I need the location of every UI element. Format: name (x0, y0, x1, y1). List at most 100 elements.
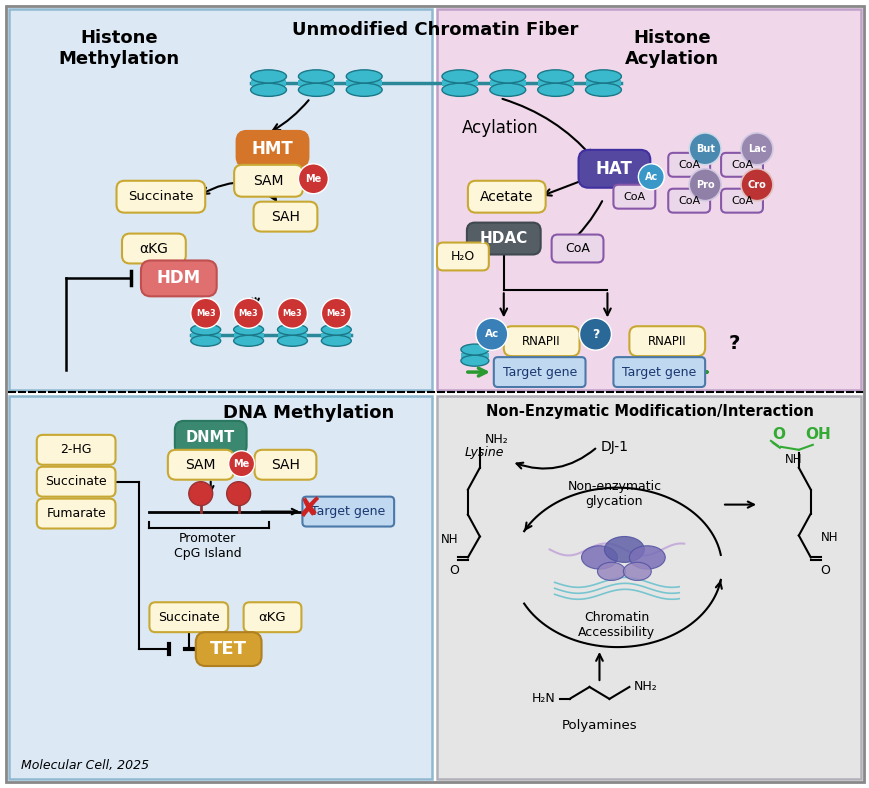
Bar (250, 80, 286, 86)
Ellipse shape (537, 84, 573, 96)
Text: αKG: αKG (258, 611, 286, 624)
Text: H₂O: H₂O (450, 250, 474, 263)
Ellipse shape (580, 546, 617, 569)
Text: NH₂: NH₂ (484, 433, 508, 446)
Text: SAM: SAM (185, 458, 216, 472)
Bar (585, 80, 620, 86)
Circle shape (227, 481, 250, 506)
Text: Succinate: Succinate (158, 611, 219, 624)
Ellipse shape (585, 70, 620, 83)
Text: Histone
Methylation: Histone Methylation (58, 29, 179, 68)
Ellipse shape (234, 324, 263, 335)
Text: CoA: CoA (677, 195, 700, 206)
Text: Pro: Pro (695, 180, 713, 190)
Text: Me: Me (305, 174, 322, 184)
FancyBboxPatch shape (667, 189, 709, 213)
Text: CoA: CoA (565, 242, 589, 255)
Text: NH₂: NH₂ (633, 681, 656, 693)
Text: Target gene: Target gene (621, 366, 695, 378)
Bar (234, 333, 263, 337)
Text: DNA Methylation: DNA Methylation (222, 404, 394, 422)
FancyBboxPatch shape (302, 496, 394, 526)
FancyBboxPatch shape (494, 357, 585, 387)
Text: Unmodified Chromatin Fiber: Unmodified Chromatin Fiber (291, 21, 578, 39)
Text: HDAC: HDAC (479, 231, 527, 246)
Circle shape (688, 169, 720, 201)
FancyBboxPatch shape (613, 357, 704, 387)
Text: DJ-1: DJ-1 (600, 440, 627, 454)
Text: HMT: HMT (251, 139, 293, 158)
Text: Ac: Ac (644, 172, 657, 182)
Circle shape (688, 133, 720, 165)
Bar (10, 9, 432, 390)
Text: OH: OH (804, 427, 830, 442)
Bar (537, 80, 573, 86)
Circle shape (234, 299, 263, 329)
Ellipse shape (250, 70, 286, 83)
Bar (346, 80, 381, 86)
Ellipse shape (585, 84, 620, 96)
FancyBboxPatch shape (467, 222, 540, 255)
Text: ?: ? (727, 333, 739, 353)
Text: CoA: CoA (622, 191, 645, 202)
Ellipse shape (461, 344, 488, 355)
Text: Lysine: Lysine (464, 446, 504, 459)
Text: HDM: HDM (156, 269, 201, 288)
FancyBboxPatch shape (613, 184, 654, 209)
Text: O: O (448, 564, 458, 578)
FancyBboxPatch shape (436, 243, 488, 270)
Ellipse shape (461, 355, 488, 366)
Text: CoA: CoA (677, 160, 700, 169)
Ellipse shape (277, 336, 307, 346)
Ellipse shape (190, 336, 221, 346)
FancyBboxPatch shape (667, 153, 709, 177)
FancyBboxPatch shape (720, 189, 762, 213)
Text: Molecular Cell, 2025: Molecular Cell, 2025 (22, 759, 149, 771)
Text: Target gene: Target gene (311, 505, 385, 518)
Text: NH: NH (819, 531, 838, 544)
Text: RNAPII: RNAPII (647, 335, 686, 348)
FancyBboxPatch shape (122, 233, 186, 263)
Ellipse shape (346, 84, 381, 96)
FancyBboxPatch shape (116, 180, 205, 213)
Text: ?: ? (591, 328, 599, 340)
Text: Lac: Lac (746, 144, 766, 154)
Circle shape (321, 299, 351, 329)
Bar (10, 396, 432, 779)
Text: Polyamines: Polyamines (561, 719, 637, 732)
Text: Succinate: Succinate (128, 190, 194, 203)
FancyBboxPatch shape (234, 165, 302, 197)
FancyBboxPatch shape (551, 235, 603, 262)
Ellipse shape (298, 70, 334, 83)
Circle shape (740, 133, 772, 165)
Text: ✘: ✘ (297, 495, 321, 522)
Text: Acetate: Acetate (480, 190, 533, 203)
Ellipse shape (537, 70, 573, 83)
Text: RNAPII: RNAPII (521, 335, 561, 348)
FancyBboxPatch shape (149, 602, 228, 632)
Bar (436, 9, 859, 390)
Circle shape (740, 169, 772, 201)
FancyBboxPatch shape (720, 153, 762, 177)
FancyBboxPatch shape (36, 499, 116, 529)
Bar (489, 80, 525, 86)
FancyBboxPatch shape (503, 326, 579, 356)
Circle shape (229, 451, 255, 477)
Circle shape (638, 164, 664, 190)
Bar (190, 333, 221, 337)
FancyBboxPatch shape (168, 450, 234, 480)
Bar (298, 80, 334, 86)
Text: NH: NH (784, 453, 802, 466)
Ellipse shape (545, 344, 573, 355)
Ellipse shape (597, 563, 625, 581)
FancyBboxPatch shape (628, 326, 704, 356)
Text: Histone
Acylation: Histone Acylation (625, 29, 719, 68)
Text: Chromatin
Accessibility: Chromatin Accessibility (577, 611, 654, 639)
Ellipse shape (489, 84, 525, 96)
Text: Me3: Me3 (196, 309, 216, 318)
Text: SAM: SAM (253, 174, 283, 188)
Text: Me: Me (233, 459, 249, 469)
Circle shape (475, 318, 507, 350)
Circle shape (277, 299, 307, 329)
Text: Succinate: Succinate (45, 475, 107, 489)
